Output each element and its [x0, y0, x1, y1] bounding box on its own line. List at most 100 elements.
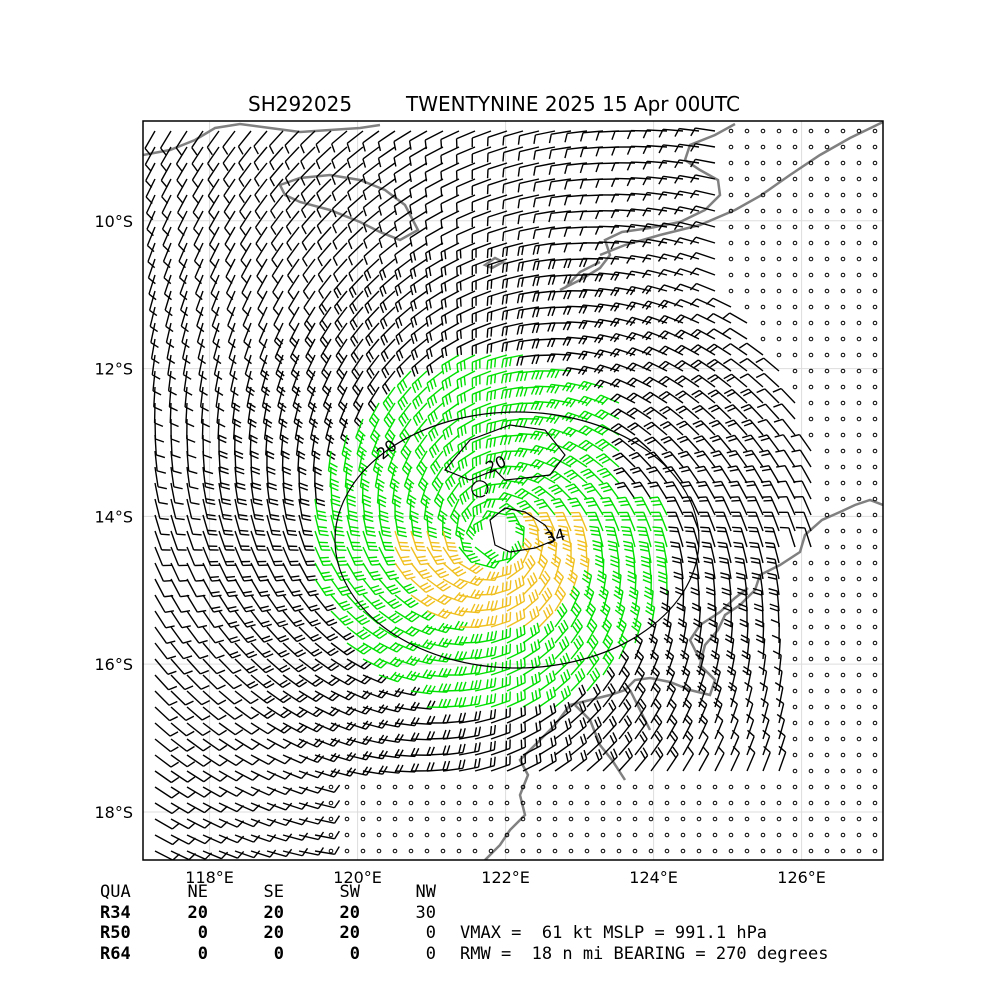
wind-barb — [346, 610, 371, 626]
wind-barb — [332, 242, 348, 266]
wind-barb — [202, 658, 226, 675]
coastline-australia — [484, 498, 883, 860]
wind-barb — [170, 610, 191, 629]
wind-barb — [538, 587, 553, 612]
calm-wind-marker — [872, 304, 878, 310]
wind-radii-table: QUA NE SE SW NW R34 20 20 20 30 R50 0 20… — [100, 882, 436, 964]
wind-barb — [250, 578, 271, 597]
wind-barb — [579, 554, 590, 580]
calm-wind-marker — [424, 848, 430, 854]
wind-barb — [562, 336, 588, 346]
wind-barb — [691, 404, 716, 420]
wind-barb — [516, 290, 540, 304]
wind-barb — [531, 485, 556, 500]
wind-barb — [673, 206, 700, 215]
calm-wind-marker — [872, 496, 878, 502]
calm-wind-marker — [840, 400, 846, 406]
calm-wind-marker — [856, 784, 862, 790]
wind-barb — [706, 328, 732, 340]
wind-barb — [741, 419, 764, 436]
wind-barb — [471, 306, 492, 324]
wind-barb — [266, 578, 287, 597]
wind-barb — [634, 714, 648, 740]
wind-barb — [501, 274, 524, 289]
wind-barb — [346, 130, 364, 153]
wind-barb — [426, 578, 451, 592]
wind-barb — [288, 290, 300, 316]
wind-barb — [262, 402, 273, 428]
calm-wind-marker — [872, 832, 878, 838]
wind-barb — [490, 755, 511, 772]
wind-barb — [471, 386, 492, 404]
wind-barb — [224, 226, 236, 252]
calm-wind-marker — [856, 480, 862, 486]
wind-barb — [486, 210, 508, 227]
calm-wind-marker — [872, 784, 878, 790]
wind-barb — [522, 572, 538, 596]
wind-barb — [250, 626, 273, 643]
calm-wind-marker — [872, 160, 878, 166]
calm-wind-marker — [808, 160, 814, 166]
wind-barb — [442, 546, 463, 565]
wind-barb — [441, 402, 460, 424]
calm-wind-marker — [872, 656, 878, 662]
calm-wind-marker — [424, 832, 430, 838]
calm-wind-marker — [792, 656, 798, 662]
wind-barb — [673, 329, 700, 340]
calm-wind-marker — [792, 800, 798, 806]
wind-barb — [365, 338, 380, 363]
wind-barb — [521, 537, 532, 564]
calm-wind-marker — [872, 368, 878, 374]
wind-barb — [334, 306, 348, 331]
wind-barb — [202, 722, 227, 736]
calm-wind-marker — [808, 256, 814, 262]
wind-barb — [614, 481, 636, 500]
calm-wind-marker — [872, 512, 878, 518]
wind-barb — [563, 194, 588, 206]
wind-barb — [455, 514, 466, 540]
calm-wind-marker — [792, 848, 798, 854]
wind-barb — [561, 426, 588, 438]
wind-barb — [689, 267, 716, 276]
wind-barb — [218, 626, 241, 644]
wind-barb — [186, 626, 208, 644]
wind-barb — [726, 665, 737, 692]
wind-barb — [778, 745, 787, 772]
calm-wind-marker — [824, 256, 830, 262]
wind-barb — [502, 146, 524, 162]
wind-barb — [393, 146, 412, 167]
calm-wind-marker — [872, 640, 878, 646]
wind-barb — [660, 435, 684, 452]
calm-wind-marker — [792, 752, 798, 758]
wind-barb — [772, 387, 796, 404]
wind-barb — [426, 546, 447, 565]
calm-wind-marker — [728, 128, 734, 134]
radii-value: 20 — [263, 902, 284, 923]
wind-barb — [502, 130, 524, 146]
wind-barb — [282, 610, 305, 628]
wind-barb — [517, 210, 540, 225]
wind-barb — [282, 626, 306, 643]
wind-barb — [471, 402, 492, 420]
wind-barb — [266, 833, 293, 842]
wind-barb — [336, 354, 348, 380]
wind-barb — [735, 572, 748, 596]
wind-barb — [490, 643, 512, 660]
calm-wind-marker — [792, 336, 798, 342]
calm-wind-marker — [792, 320, 798, 326]
wind-barb — [618, 511, 636, 532]
wind-barb — [458, 679, 482, 692]
wind-barb — [458, 530, 473, 553]
wind-barb — [506, 689, 526, 708]
wind-barb — [330, 721, 357, 731]
radii-value: 0 — [349, 943, 360, 964]
wind-barb — [546, 368, 572, 379]
calm-wind-marker — [792, 208, 798, 214]
wind-barb — [234, 850, 261, 859]
calm-wind-marker — [792, 192, 798, 198]
calm-wind-marker — [824, 656, 830, 662]
wind-barb — [727, 465, 748, 484]
wind-barb — [490, 739, 511, 756]
wind-barb — [234, 834, 261, 843]
calm-wind-marker — [328, 784, 334, 790]
